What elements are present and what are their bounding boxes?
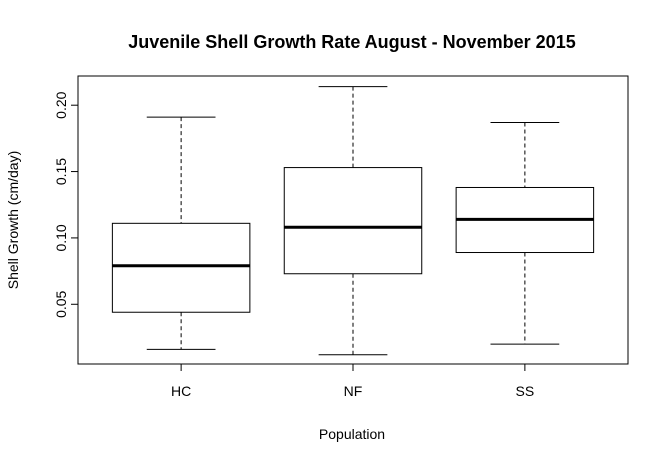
x-tick-label: HC [171, 383, 191, 399]
y-tick-label: 0.15 [53, 158, 69, 185]
box-nf [283, 86, 423, 356]
boxes-layer [111, 86, 595, 356]
x-tick-label: NF [344, 383, 363, 399]
x-tick-label: SS [516, 383, 535, 399]
x-axis-label: Population [319, 426, 385, 442]
iqr-box [283, 167, 423, 275]
box-ss [455, 121, 595, 345]
x-axis: HC NF SS [171, 363, 535, 399]
y-tick-label: 0.10 [53, 224, 69, 251]
iqr-box [111, 222, 251, 313]
y-axis: 0.05 0.10 0.15 0.20 [53, 91, 79, 318]
y-tick-label: 0.05 [53, 290, 69, 317]
y-axis-label: Shell Growth (cm/day) [5, 151, 21, 289]
box-hc [111, 116, 251, 350]
y-tick-label: 0.20 [53, 91, 69, 118]
chart-title: Juvenile Shell Growth Rate August - Nove… [128, 32, 575, 52]
